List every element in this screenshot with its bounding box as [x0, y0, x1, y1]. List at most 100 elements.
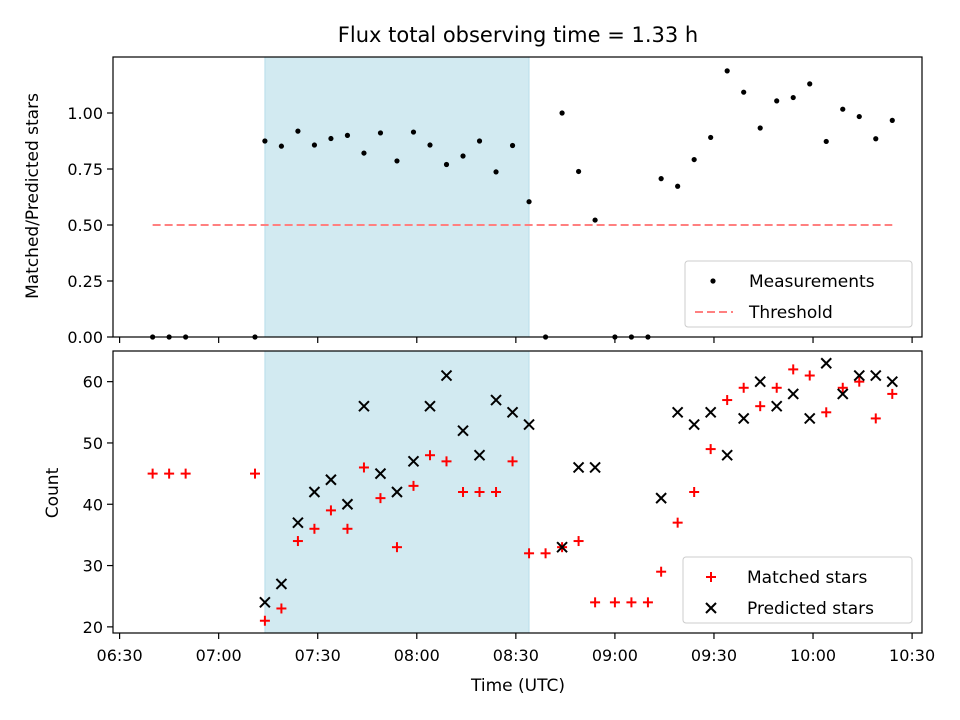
- predicted-star-point: [440, 369, 453, 382]
- matched-star-point: [375, 493, 386, 504]
- matched-star-point: [722, 395, 733, 406]
- predicted-star-point: [853, 369, 865, 382]
- x-tick-label: 08:30: [493, 646, 539, 665]
- matched-star-point: [325, 505, 336, 516]
- predicted-star-point: [457, 424, 469, 437]
- matched-star-point: [573, 536, 584, 547]
- predicted-star-point: [655, 492, 667, 504]
- matched-star-point: [738, 382, 749, 393]
- y-tick-label: 20: [83, 618, 103, 637]
- x-b: [407, 455, 420, 468]
- predicted-star-point: [523, 418, 535, 431]
- x-b: [292, 516, 304, 529]
- predicted-star-point: [424, 400, 436, 412]
- x-b: [837, 388, 849, 400]
- x-b: [820, 357, 832, 369]
- x-b: [325, 474, 337, 486]
- chart-title: Flux total observing time = 1.33 h: [338, 23, 698, 47]
- measurement-point: [774, 98, 780, 104]
- predicted-star-point: [820, 357, 832, 369]
- y-tick-label: 50: [83, 434, 103, 453]
- matched-star-point: [358, 462, 369, 473]
- measurement-point: [840, 106, 846, 112]
- x-b: [259, 596, 271, 609]
- predicted-star-point: [572, 461, 585, 474]
- predicted-star-point: [374, 467, 387, 480]
- measurement-point: [443, 161, 450, 168]
- x-tick-label: 08:00: [394, 646, 440, 665]
- x-b: [787, 388, 799, 400]
- x-tick-label: 10:00: [790, 646, 836, 665]
- y-tick-label: 0.00: [67, 328, 103, 347]
- x-b: [655, 492, 667, 504]
- measurement-point: [823, 138, 829, 145]
- axes-frame: [112, 56, 923, 338]
- measurement-point: [889, 117, 895, 123]
- predicted-star-point: [688, 418, 700, 431]
- matched-star-point: [441, 456, 452, 467]
- y-axis-label-bottom: Count: [43, 467, 63, 518]
- predicted-star-point: [771, 400, 783, 412]
- measurement-point: [559, 110, 565, 116]
- measurement-point: [526, 199, 532, 205]
- predicted-star-point: [671, 406, 684, 419]
- legend-label: Threshold: [748, 303, 833, 323]
- x-b: [275, 578, 288, 590]
- x-b: [440, 369, 453, 382]
- bottom-panel: 20 30 40 50 60 06:30 07:00 07:30 08:00 08:30 09:00…: [83, 350, 935, 665]
- measurement-point: [807, 81, 813, 87]
- matched-star-point: [821, 407, 832, 418]
- matched-star-point: [391, 542, 402, 553]
- y-tick-label: 40: [83, 495, 103, 514]
- predicted-star-point: [358, 400, 370, 412]
- matched-star-point: [259, 615, 270, 626]
- predicted-star-point: [754, 375, 766, 388]
- predicted-star-point: [325, 474, 337, 486]
- x-b: [886, 375, 898, 388]
- predicted-star-point: [490, 394, 502, 406]
- predicted-star-point: [886, 375, 898, 388]
- matched-star-point: [771, 382, 782, 393]
- predicted-star-point: [407, 455, 420, 468]
- matched-star-point: [837, 382, 848, 393]
- y-tick-label: 1.00: [67, 104, 103, 123]
- predicted-star-point: [837, 388, 849, 400]
- x-b: [870, 369, 882, 382]
- measurement-point: [509, 142, 516, 149]
- measurement-point: [278, 143, 285, 149]
- predicted-star-point: [721, 449, 733, 461]
- x-b: [589, 461, 601, 474]
- x-b: [556, 541, 568, 553]
- predicted-star-point: [787, 388, 799, 400]
- matched-star-point: [540, 548, 551, 559]
- predicted-star-point: [556, 541, 568, 553]
- predicted-star-point: [737, 412, 750, 425]
- y-tick-label: 30: [83, 557, 103, 576]
- matched-star-point: [626, 597, 637, 608]
- matched-star-point: [292, 536, 303, 547]
- measurement-point: [790, 94, 796, 101]
- x-b: [721, 449, 733, 461]
- x-b: [671, 406, 684, 419]
- matched-star-point: [609, 597, 620, 608]
- measurement-point: [361, 150, 367, 156]
- measurement-point: [328, 135, 334, 142]
- matched-star-point: [672, 517, 683, 528]
- x-b: [424, 400, 436, 412]
- measurement-point: [377, 130, 384, 136]
- x-tick-label: 09:30: [691, 646, 737, 665]
- x-b: [341, 498, 354, 510]
- matched-star-point: [870, 413, 881, 424]
- x-b: [308, 486, 321, 498]
- matched-star-point: [854, 376, 865, 387]
- legend-box: [684, 260, 913, 328]
- x-b: [771, 400, 783, 412]
- measurement-point: [757, 125, 763, 131]
- matched-star-point: [656, 566, 667, 577]
- matched-star-point: [755, 401, 766, 412]
- x-b: [391, 486, 403, 498]
- x-b: [572, 461, 585, 474]
- measurement-point: [311, 142, 318, 148]
- x-b: [804, 412, 816, 425]
- x-b: [754, 375, 766, 388]
